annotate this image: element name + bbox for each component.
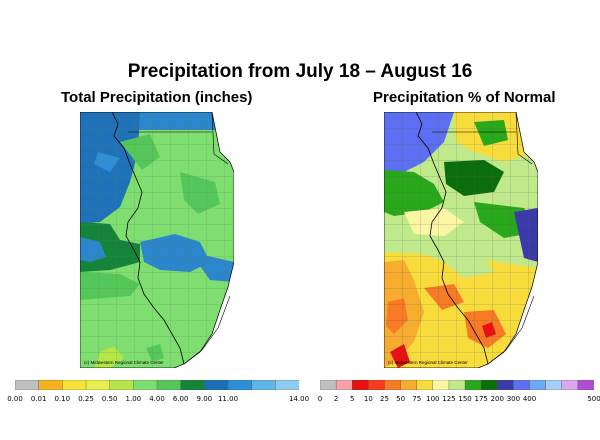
total-precip-legend-label: 0.50 [101, 395, 118, 403]
percent-normal-credit: (c) Midwestern Regional Climate Center [388, 360, 468, 365]
percent-normal-legend-swatch [416, 380, 434, 390]
percent-normal-legend-label: 75 [412, 395, 422, 403]
percent-normal-legend-swatch [384, 380, 402, 390]
total-precip-legend-label: 4.00 [149, 395, 165, 403]
total-precip-legend-swatch [38, 380, 63, 390]
total-precip-legend-swatch [275, 380, 299, 390]
percent-normal-legend-label: 175 [474, 395, 488, 403]
total-precip-legend-swatch [62, 380, 87, 390]
percent-normal-legend [320, 380, 594, 390]
percent-normal-legend-swatch [513, 380, 531, 390]
percent-normal-legend-label: 200 [490, 395, 504, 403]
percent-normal-legend-label: 10 [363, 395, 373, 403]
percent-normal-legend-swatch [335, 380, 353, 390]
percent-normal-legend-swatch [577, 380, 594, 390]
total-precip-legend-label: 0.25 [78, 395, 94, 403]
percent-normal-legend-label: 100 [426, 395, 440, 403]
total-precip-legend-swatch [180, 380, 205, 390]
percent-normal-legend-swatch [545, 380, 563, 390]
percent-normal-map: (c) Midwestern Regional Climate Center [383, 111, 539, 369]
percent-normal-legend-label: 150 [458, 395, 472, 403]
total-precip-legend [15, 380, 299, 390]
total-precip-legend-swatch [15, 380, 40, 390]
percent-normal-legend-label: 125 [442, 395, 456, 403]
total-precip-credit: (c) Midwestern Regional Climate Center [84, 360, 164, 365]
percent-normal-legend-swatch [432, 380, 450, 390]
percent-normal-legend-label: 300 [506, 395, 521, 403]
total-precip-legend-label: 9.00 [196, 395, 213, 403]
percent-normal-subtitle: Precipitation % of Normal [373, 89, 556, 106]
percent-normal-legend-swatch [529, 380, 547, 390]
percent-normal-legend-label: 2 [333, 395, 339, 403]
percent-normal-legend-swatch [464, 380, 482, 390]
total-precip-map-image: (c) Midwestern Regional Climate Center [79, 111, 235, 369]
total-precip-legend-bar [15, 380, 299, 390]
total-precip-legend-label: 6.00 [172, 395, 189, 403]
total-precip-legend-label: 0.00 [7, 395, 23, 403]
percent-normal-legend-swatch [320, 380, 337, 390]
total-precip-subtitle: Total Precipitation (inches) [61, 89, 253, 106]
percent-normal-legend-swatch [368, 380, 385, 390]
total-precip-legend-swatch [85, 380, 111, 390]
percent-normal-legend-swatch [352, 380, 369, 390]
total-precip-legend-swatch [133, 380, 158, 390]
total-precip-legend-swatch [156, 380, 182, 390]
percent-normal-legend-swatch [400, 380, 418, 390]
percent-normal-legend-label: 50 [396, 395, 406, 403]
total-precip-legend-label: 1.00 [125, 395, 142, 403]
percent-normal-legend-label: 500 [587, 395, 600, 403]
percent-normal-legend-bar [320, 380, 594, 390]
total-precip-legend-label: 14.00 [288, 395, 310, 403]
percent-normal-legend-swatch [448, 380, 466, 390]
total-precip-map: (c) Midwestern Regional Climate Center [79, 111, 235, 369]
percent-normal-map-image: (c) Midwestern Regional Climate Center [383, 111, 539, 369]
total-precip-legend-swatch [109, 380, 134, 390]
percent-normal-legend-swatch [480, 380, 498, 390]
percent-normal-legend-label: 0 [317, 395, 323, 403]
total-precip-legend-label: 0.01 [30, 395, 47, 403]
percent-normal-legend-label: 25 [380, 395, 389, 403]
percent-normal-legend-label: 400 [522, 395, 537, 403]
main-title: Precipitation from July 18 – August 16 [127, 61, 473, 82]
percent-normal-legend-label: 5 [350, 395, 355, 403]
total-precip-legend-label: 0.10 [54, 395, 71, 403]
total-precip-legend-label: 11.00 [217, 395, 239, 403]
total-precip-legend-swatch [251, 380, 276, 390]
percent-normal-legend-swatch [561, 380, 579, 390]
total-precip-legend-swatch [227, 380, 253, 390]
percent-normal-legend-swatch [497, 380, 514, 390]
total-precip-legend-swatch [204, 380, 229, 390]
